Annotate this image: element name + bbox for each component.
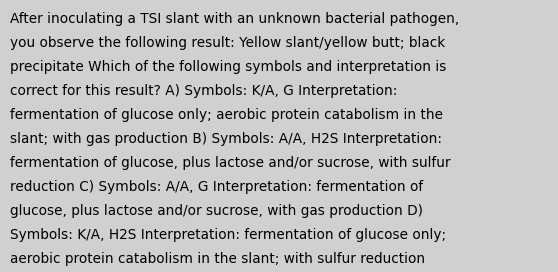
Text: you observe the following result: Yellow slant/yellow butt; black: you observe the following result: Yellow… bbox=[10, 36, 445, 50]
Text: After inoculating a TSI slant with an unknown bacterial pathogen,: After inoculating a TSI slant with an un… bbox=[10, 12, 459, 26]
Text: reduction C) Symbols: A/A, G Interpretation: fermentation of: reduction C) Symbols: A/A, G Interpretat… bbox=[10, 180, 423, 194]
Text: precipitate Which of the following symbols and interpretation is: precipitate Which of the following symbo… bbox=[10, 60, 446, 74]
Text: glucose, plus lactose and/or sucrose, with gas production D): glucose, plus lactose and/or sucrose, wi… bbox=[10, 204, 423, 218]
Text: aerobic protein catabolism in the slant; with sulfur reduction: aerobic protein catabolism in the slant;… bbox=[10, 252, 425, 265]
Text: fermentation of glucose only; aerobic protein catabolism in the: fermentation of glucose only; aerobic pr… bbox=[10, 108, 443, 122]
Text: Symbols: K/A, H2S Interpretation: fermentation of glucose only;: Symbols: K/A, H2S Interpretation: fermen… bbox=[10, 228, 446, 242]
Text: fermentation of glucose, plus lactose and/or sucrose, with sulfur: fermentation of glucose, plus lactose an… bbox=[10, 156, 450, 170]
Text: correct for this result? A) Symbols: K/A, G Interpretation:: correct for this result? A) Symbols: K/A… bbox=[10, 84, 397, 98]
Text: slant; with gas production B) Symbols: A/A, H2S Interpretation:: slant; with gas production B) Symbols: A… bbox=[10, 132, 442, 146]
